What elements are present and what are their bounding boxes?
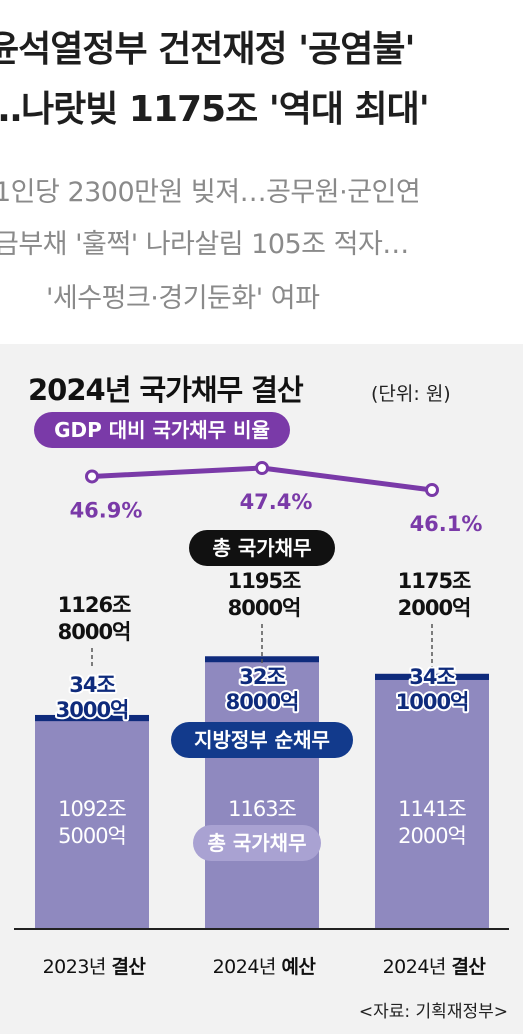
local-debt-label-sub-3: 1000억: [396, 690, 469, 714]
central-debt-pill-label: 총 국가채무: [208, 831, 307, 855]
local-debt-label-sub-1: 3000억: [56, 698, 129, 722]
gdp-ratio-label-3: 46.1%: [410, 512, 483, 536]
gdp-ratio-point-3: [425, 483, 439, 497]
total-label-sub-2: 8000억: [228, 596, 301, 620]
central-debt-label-1: 1092조: [58, 797, 126, 821]
bar-1: [35, 714, 149, 929]
central-debt-label-sub-1: 5000억: [58, 824, 126, 848]
local-debt-label-3: 34조: [409, 665, 455, 689]
bar-2: [205, 656, 319, 929]
central-debt-pill: [193, 825, 321, 861]
chart-canvas: 2024년 국가채무 결산 (단위: 원) GDP 대비 국가채무 비율 46.9% 4…: [14, 373, 509, 1022]
gdp-ratio-label-1: 46.9%: [70, 498, 143, 522]
subheadline-line-3: '세수펑크·경기둔화' 여파: [46, 283, 320, 314]
category-label-3: 2024년 결산: [383, 956, 487, 978]
gdp-ratio-legend: [34, 412, 290, 448]
chart-title: 2024년 국가채무 결산: [28, 373, 304, 407]
gdp-ratio-legend-label: GDP 대비 국가채무 비율: [54, 418, 270, 442]
total-label-sub-1: 8000억: [58, 620, 131, 644]
local-debt-label-2: 32조: [239, 665, 285, 689]
gdp-ratio-label-2: 47.4%: [240, 490, 313, 514]
total-label-1: 1126조: [58, 593, 131, 617]
total-label-3: 1175조: [398, 569, 471, 593]
bar-3: [375, 673, 489, 929]
total-debt-pill-label: 총 국가채무: [213, 536, 312, 560]
local-debt-pill-label: 지방정부 순채무: [194, 728, 330, 752]
bar-cap-1: [35, 714, 149, 722]
total-label-2: 1195조: [228, 569, 301, 593]
central-debt-label-2: 1163조: [228, 797, 296, 821]
headline-line-1: 윤석열정부 건전재정 '공염불': [0, 29, 416, 70]
central-debt-label-3: 1141조: [398, 797, 466, 821]
chart-unit: (단위: 원): [371, 383, 451, 405]
local-debt-label-sub-2: 8000억: [226, 690, 299, 714]
headline-line-2: …나랏빚 1175조 '역대 최대': [0, 89, 430, 130]
bar-cap-3: [375, 673, 489, 680]
subheadline-line-2: 금부채 '훌쩍' 나라살림 105조 적자…: [0, 229, 409, 260]
category-label-1: 2023년 결산: [43, 956, 147, 978]
local-debt-pill: [171, 722, 353, 758]
central-debt-label-sub-3: 2000억: [398, 824, 466, 848]
gdp-ratio-point-2: [255, 461, 269, 475]
chart-source: <자료: 기획재정부>: [359, 1002, 508, 1022]
local-debt-label-1: 34조: [69, 673, 115, 697]
subheadline-line-1: 1인당 2300만원 빚져…공무원·군인연: [0, 177, 421, 208]
gdp-ratio-point-1: [85, 469, 99, 484]
chart-panel: 2024년 국가채무 결산 (단위: 원) GDP 대비 국가채무 비율 46.9% 4…: [0, 344, 523, 1034]
category-label-2: 2024년 예산: [213, 956, 317, 978]
total-label-sub-3: 2000억: [398, 596, 471, 620]
total-debt-pill: [189, 530, 335, 566]
